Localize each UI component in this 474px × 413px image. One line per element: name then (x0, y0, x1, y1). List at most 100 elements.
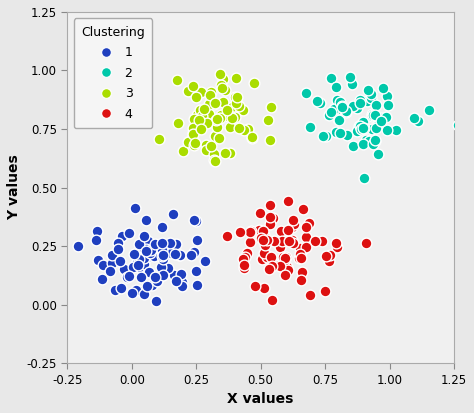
Point (371, 112, 379, 119)
Point (172, 277, 180, 284)
Point (290, 240, 297, 247)
Point (260, 250, 268, 256)
Point (206, 92, 214, 98)
Point (189, 131, 196, 137)
Point (332, 129, 339, 135)
Point (217, 112, 224, 118)
Point (276, 243, 284, 250)
Point (359, 141, 366, 147)
Point (343, 131, 351, 138)
Point (175, 252, 182, 259)
Point (140, 233, 148, 239)
Point (362, 240, 370, 246)
Point (302, 90, 310, 97)
Point (285, 238, 293, 244)
Point (193, 282, 201, 289)
Point (259, 228, 267, 234)
Point (372, 137, 379, 144)
Point (155, 251, 163, 258)
Point (250, 80, 257, 86)
Point (288, 237, 295, 243)
Point (325, 112, 333, 118)
Point (349, 142, 356, 149)
Point (176, 251, 184, 258)
Point (192, 268, 200, 275)
Point (193, 112, 201, 118)
Point (376, 120, 384, 127)
Point (163, 267, 170, 274)
Point (278, 238, 285, 245)
Point (158, 253, 165, 259)
Point (201, 258, 209, 264)
Point (367, 90, 374, 97)
Point (226, 150, 233, 157)
Point (279, 254, 287, 260)
Point (371, 138, 379, 144)
Point (244, 126, 252, 133)
Point (228, 115, 236, 122)
Point (92, 237, 100, 243)
Point (190, 125, 197, 132)
Point (223, 233, 231, 240)
Point (202, 146, 210, 153)
Point (140, 255, 147, 261)
Point (109, 260, 116, 267)
Point (130, 251, 138, 257)
Point (275, 262, 283, 268)
Point (203, 120, 210, 126)
Point (212, 117, 220, 123)
Point (370, 112, 377, 119)
Point (114, 240, 121, 247)
Point (338, 104, 346, 110)
Point (189, 130, 197, 136)
Point (135, 263, 143, 270)
Point (221, 150, 228, 157)
Point (207, 89, 215, 96)
Point (193, 236, 201, 243)
Point (196, 107, 203, 114)
Point (173, 77, 181, 83)
Point (297, 254, 305, 261)
Point (307, 292, 314, 298)
Point (125, 229, 132, 236)
Point (191, 217, 198, 223)
Point (136, 251, 143, 257)
Point (227, 113, 234, 120)
Point (231, 114, 238, 121)
Point (332, 240, 339, 247)
Point (246, 239, 254, 246)
Point (233, 94, 240, 100)
Point (343, 107, 350, 114)
Point (318, 237, 326, 244)
Point (184, 88, 192, 95)
Point (356, 100, 364, 107)
Point (259, 236, 267, 243)
Point (302, 223, 310, 230)
Point (268, 263, 275, 270)
Point (336, 130, 344, 136)
Point (319, 132, 327, 139)
Point (334, 116, 341, 123)
Point (166, 240, 173, 246)
Legend: 1, 2, 3, 4: 1, 2, 3, 4 (73, 18, 152, 128)
Point (200, 106, 208, 112)
Point (284, 197, 292, 204)
Point (159, 256, 167, 262)
Point (126, 273, 133, 279)
Point (172, 241, 180, 247)
Point (217, 81, 224, 88)
Point (195, 116, 202, 123)
Point (219, 76, 227, 82)
Point (93, 227, 100, 234)
Point (135, 240, 143, 247)
Point (266, 221, 273, 228)
Point (268, 297, 275, 304)
Point (383, 92, 390, 99)
Point (231, 94, 239, 101)
Point (323, 133, 330, 140)
Point (251, 282, 259, 289)
X-axis label: X values: X values (228, 392, 294, 406)
Point (333, 244, 341, 251)
Point (333, 106, 340, 112)
Point (335, 117, 343, 123)
